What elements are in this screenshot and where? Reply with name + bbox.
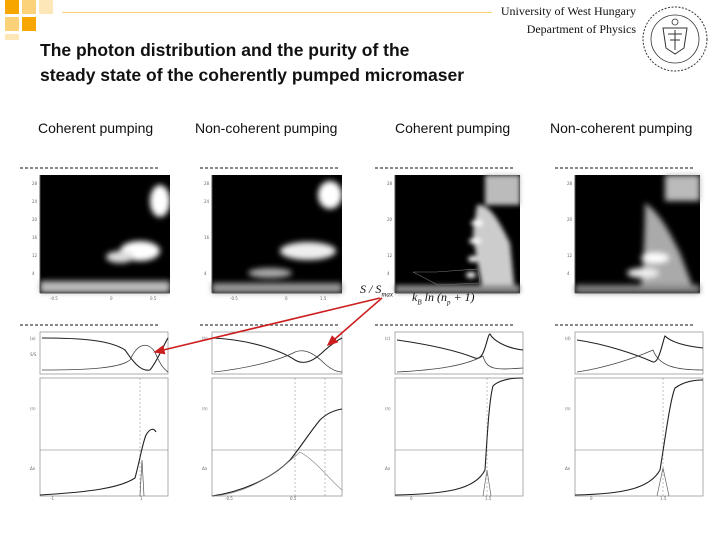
svg-text:12: 12 <box>387 253 393 258</box>
svg-text:28: 28 <box>32 181 38 186</box>
svg-text:24: 24 <box>204 199 210 204</box>
column-label-3: Coherent pumping <box>395 120 511 136</box>
purity-ratio-sub: max <box>381 290 394 299</box>
slide-title: The photon distribution and the purity o… <box>40 38 560 88</box>
svg-text:4: 4 <box>32 271 35 276</box>
formula-k: k <box>412 290 418 304</box>
svg-text:(a): (a) <box>30 336 36 341</box>
title-line-2: steady state of the coherently pumped mi… <box>40 65 465 85</box>
svg-text:0.5: 0.5 <box>150 296 157 301</box>
svg-text:0: 0 <box>410 496 413 500</box>
purity-panel-4: (d) ⟨n⟩ Δn 0 1.5 <box>555 324 704 500</box>
svg-text:16: 16 <box>204 235 210 240</box>
purity-panel-3: (c) ⟨n⟩ Δn 0 1.5 <box>375 324 524 500</box>
svg-text:28: 28 <box>387 181 393 186</box>
svg-text:-0.5: -0.5 <box>230 296 238 301</box>
svg-text:1: 1 <box>140 496 143 500</box>
column-label-2: Non-coherent pumping <box>195 120 338 136</box>
svg-text:0: 0 <box>285 296 288 301</box>
svg-text:1.5: 1.5 <box>660 496 667 500</box>
heatmap-panel-4: 28 20 12 4 <box>555 167 700 294</box>
svg-text:16: 16 <box>32 235 38 240</box>
svg-text:12: 12 <box>567 253 573 258</box>
entropy-formula: kB ln (np + 1) <box>412 290 475 307</box>
svg-text:28: 28 <box>567 181 573 186</box>
heatmap-panel-1: 28 24 20 16 12 4 -0.5 0 0.5 <box>20 167 170 301</box>
header-rule <box>62 12 492 13</box>
svg-text:⟨n⟩: ⟨n⟩ <box>385 406 391 411</box>
svg-text:4: 4 <box>204 271 207 276</box>
svg-text:(c): (c) <box>385 336 391 341</box>
svg-text:Δn: Δn <box>385 466 391 471</box>
title-line-1: The photon distribution and the purity o… <box>40 40 410 60</box>
corner-decoration <box>0 0 60 40</box>
svg-text:⟨n⟩: ⟨n⟩ <box>30 406 36 411</box>
svg-text:⟨n⟩: ⟨n⟩ <box>565 406 571 411</box>
svg-text:-0.5: -0.5 <box>50 296 58 301</box>
svg-text:(d): (d) <box>565 336 571 341</box>
svg-text:28: 28 <box>204 181 210 186</box>
svg-text:24: 24 <box>32 199 38 204</box>
purity-panel-2: (b) ⟨n⟩ Δn -0.5 0.5 <box>200 324 343 500</box>
svg-text:1.5: 1.5 <box>320 296 327 301</box>
svg-text:S/S: S/S <box>30 352 37 357</box>
formula-tail: + 1) <box>453 290 475 304</box>
svg-text:Δn: Δn <box>565 466 571 471</box>
formula-ln: ln (n <box>424 290 447 304</box>
purity-ratio-text: S / S <box>360 282 382 296</box>
svg-text:-1: -1 <box>50 496 54 500</box>
svg-text:-0.5: -0.5 <box>225 496 233 500</box>
column-label-4: Non-coherent pumping <box>550 120 693 136</box>
department-name: Department of Physics <box>526 22 636 36</box>
svg-text:⟨n⟩: ⟨n⟩ <box>202 406 208 411</box>
svg-text:0: 0 <box>110 296 113 301</box>
svg-text:20: 20 <box>32 217 38 222</box>
university-seal-icon <box>642 6 708 72</box>
heatmap-panel-3: 28 20 12 4 <box>375 167 520 294</box>
purity-panel-1: (a) S/S ⟨n⟩ Δn -1 1 <box>20 324 169 500</box>
svg-text:12: 12 <box>32 253 38 258</box>
svg-text:Δn: Δn <box>30 466 36 471</box>
institution-name: University of West Hungary <box>500 4 636 18</box>
svg-text:4: 4 <box>567 271 570 276</box>
svg-text:4: 4 <box>387 271 390 276</box>
svg-text:20: 20 <box>387 217 393 222</box>
svg-text:0: 0 <box>590 496 593 500</box>
svg-text:(b): (b) <box>202 336 208 341</box>
svg-text:1.5: 1.5 <box>485 496 492 500</box>
heatmap-panel-2: 28 24 16 4 -0.5 0 1.5 <box>200 167 342 301</box>
column-label-1: Coherent pumping <box>38 120 154 136</box>
svg-text:20: 20 <box>567 217 573 222</box>
institution-block: University of West Hungary Department of… <box>501 2 636 38</box>
purity-ratio-label: S / Smax <box>360 282 393 298</box>
svg-text:Δn: Δn <box>202 466 208 471</box>
svg-text:0.5: 0.5 <box>290 496 297 500</box>
